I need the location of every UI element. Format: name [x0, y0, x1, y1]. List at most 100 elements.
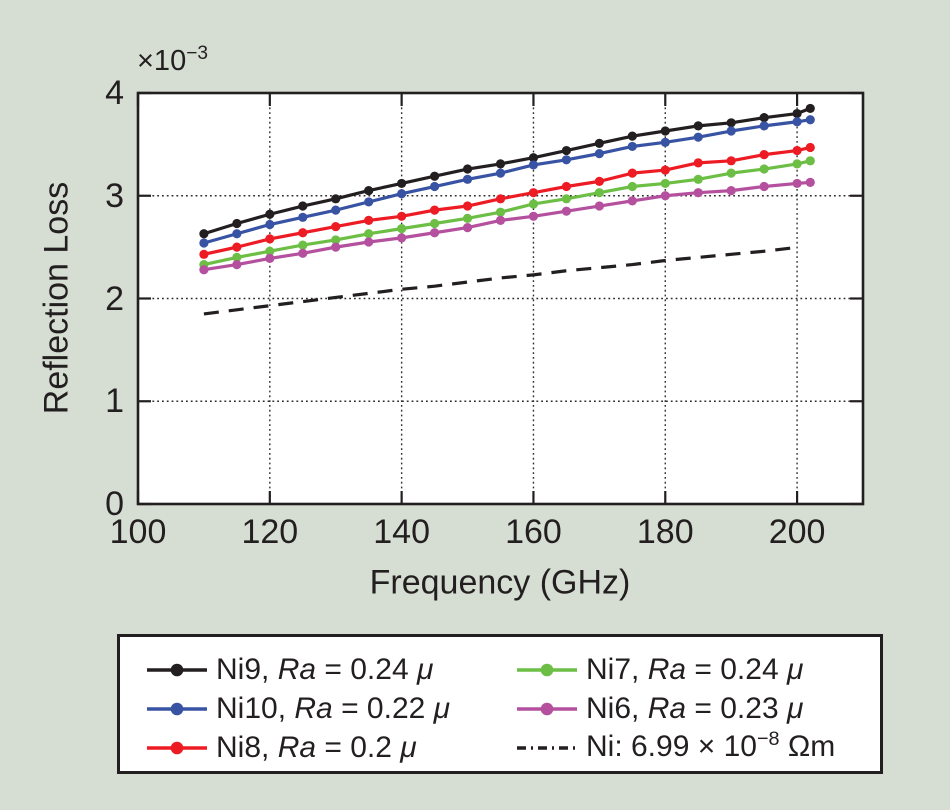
legend-line-sample-ni7	[517, 663, 577, 677]
legend-entry-ni: Ni: 6.99 × 10−8 Ωm	[516, 727, 836, 767]
legend-sample-marker	[540, 663, 554, 677]
series-marker-Ni8	[726, 156, 736, 166]
series-marker-Ni8	[429, 205, 440, 215]
series-marker-Ni8	[495, 194, 506, 204]
series-marker-Ni9	[561, 145, 572, 156]
text-token: μ	[433, 692, 451, 725]
text-token: μ	[416, 653, 434, 686]
legend-box: Ni9, Ra = 0.24 μ Ni10, Ra = 0.22 μ Ni8, Ra…	[117, 634, 883, 774]
series-marker-Ni7	[561, 194, 572, 204]
series-marker-Ni6	[693, 188, 703, 198]
series-line-Ni6	[203, 180, 811, 272]
text-token: −8	[756, 727, 780, 750]
y-axis-multiplier: ×10−3	[137, 43, 209, 78]
y-tick-label: 0	[105, 485, 124, 523]
text-token: Ra	[647, 653, 687, 686]
text-token: Ra	[277, 731, 317, 764]
legend-entry-ni8: Ni8, Ra = 0.2 μ	[146, 731, 417, 765]
series-marker-Ni8	[792, 145, 802, 156]
series-marker-Ni6	[298, 248, 308, 258]
text-token: ×10	[137, 45, 187, 77]
series-marker-Ni8	[759, 150, 769, 160]
series-marker-Ni6	[805, 177, 815, 187]
series-marker-Ni6	[561, 206, 572, 216]
series-marker-Ni6	[726, 186, 736, 196]
text-token: Ni7,	[586, 653, 648, 686]
legend-line-sample-ni10	[147, 702, 207, 716]
series-marker-Ni6	[462, 223, 473, 233]
legend-label-ni: Ni: 6.99 × 10−8 Ωm	[586, 727, 836, 767]
series-marker-Ni10	[693, 132, 703, 142]
series-marker-Ni10	[265, 219, 275, 230]
legend-entry-ni7: Ni7, Ra = 0.24 μ	[516, 653, 803, 687]
series-marker-Ni10	[397, 189, 407, 199]
series-marker-Ni7	[265, 246, 275, 256]
series-marker-Ni8	[627, 168, 637, 178]
series-line-Ni9	[203, 106, 811, 236]
series-marker-Ni8	[298, 228, 308, 238]
series-line-Ni10	[203, 118, 811, 245]
series-marker-Ni7	[693, 174, 703, 184]
text-token: Ra	[647, 692, 687, 725]
series-marker-Ni9	[429, 171, 440, 181]
series-marker-Ni7	[660, 178, 670, 189]
series-marker-Ni7	[462, 213, 473, 223]
series-marker-Ni9	[805, 103, 815, 114]
series-marker-Ni9	[462, 164, 473, 174]
legend-sample-marker	[170, 741, 184, 755]
series-marker-Ni9	[726, 118, 736, 128]
series-marker-Ni6	[397, 233, 407, 243]
series-marker-Ni8	[232, 242, 242, 252]
series-marker-Ni8	[364, 215, 374, 226]
series-marker-Ni7	[298, 240, 308, 250]
series-marker-Ni7	[429, 218, 440, 229]
series-marker-Ni6	[594, 201, 604, 211]
y-tick-label: 3	[105, 176, 124, 215]
legend-entry-ni6: Ni6, Ra = 0.23 μ	[516, 692, 803, 726]
series-marker-Ni10	[627, 141, 637, 152]
series-marker-Ni9	[759, 113, 769, 123]
text-token: −3	[186, 43, 209, 65]
legend-label-ni7: Ni7, Ra = 0.24 μ	[586, 653, 803, 687]
series-marker-Ni6	[495, 215, 506, 226]
series-line-Ni7	[203, 159, 811, 267]
legend-line-sample-ni9	[147, 663, 207, 677]
series-marker-Ni10	[726, 126, 736, 136]
y-tick-label: 4	[105, 74, 124, 112]
legend-sample-marker	[170, 702, 184, 716]
series-marker-Ni6	[759, 181, 769, 192]
series-marker-Ni10	[298, 212, 308, 222]
text-token: Ωm	[779, 729, 836, 763]
text-token: Ra	[277, 653, 317, 686]
series-marker-Ni10	[462, 174, 473, 184]
y-tick-label: 2	[105, 279, 124, 318]
series-marker-Ni7	[627, 181, 637, 192]
legend-line-sample-ni	[517, 746, 577, 750]
series-marker-Ni7	[364, 229, 374, 239]
text-token: Ni: 6.99 × 10	[586, 729, 757, 763]
series-marker-Ni9	[792, 108, 802, 119]
series-marker-Ni7	[232, 252, 242, 262]
x-tick-label: 140	[373, 513, 430, 551]
series-marker-Ni6	[660, 191, 670, 201]
series-marker-Ni10	[331, 205, 341, 215]
series-marker-Ni9	[298, 201, 308, 211]
series-marker-Ni6	[331, 242, 341, 252]
series-marker-Ni10	[805, 115, 815, 125]
series-marker-Ni6	[792, 178, 802, 189]
series-marker-Ni9	[397, 178, 407, 189]
legend-label-ni6: Ni6, Ra = 0.23 μ	[586, 692, 803, 726]
text-token: μ	[786, 653, 804, 686]
series-marker-Ni6	[232, 259, 242, 270]
series-marker-Ni9	[693, 121, 703, 131]
series-marker-Ni7	[726, 168, 736, 178]
legend-entry-ni9: Ni9, Ra = 0.24 μ	[146, 653, 433, 687]
series-marker-Ni9	[627, 131, 637, 141]
series-marker-Ni8	[805, 142, 815, 153]
series-marker-Ni9	[594, 138, 604, 148]
text-token: μ	[786, 692, 804, 725]
series-line-Ni8	[203, 145, 811, 256]
series-marker-Ni9	[265, 209, 275, 219]
